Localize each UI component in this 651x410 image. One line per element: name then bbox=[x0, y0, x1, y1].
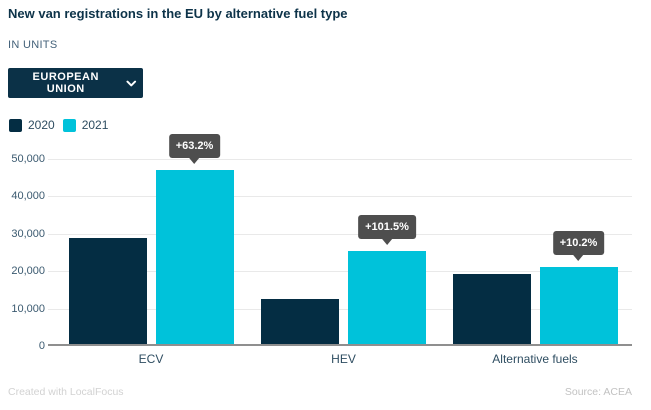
x-axis-baseline bbox=[48, 344, 632, 346]
legend-label: 2020 bbox=[28, 118, 55, 132]
x-axis-category-label: HEV bbox=[331, 352, 356, 366]
region-dropdown-label: EUROPEAN UNION bbox=[32, 71, 99, 95]
gridline bbox=[48, 234, 632, 235]
bar-2020-ecv[interactable] bbox=[68, 238, 147, 346]
bar-2020-hev[interactable] bbox=[261, 298, 339, 346]
chart-title: New van registrations in the EU by alter… bbox=[8, 6, 348, 21]
credit-text: Created with LocalFocus bbox=[8, 386, 124, 398]
bar-2020-alternative-fuels[interactable] bbox=[452, 274, 531, 346]
gridline bbox=[48, 196, 632, 197]
bar-2021-alternative-fuels[interactable] bbox=[539, 266, 618, 346]
legend-swatch-2020 bbox=[9, 118, 22, 132]
bar-2021-ecv[interactable] bbox=[155, 170, 234, 346]
chart-subtitle: IN UNITS bbox=[8, 39, 58, 51]
x-axis-category-label: Alternative fuels bbox=[492, 352, 578, 366]
y-axis-tick-label: 30,000 bbox=[11, 227, 45, 240]
y-axis-tick-label: 50,000 bbox=[11, 153, 45, 165]
legend-item-2021: 2021 bbox=[62, 118, 109, 132]
legend-swatch-2021 bbox=[62, 118, 76, 132]
percent-change-tooltip: +10.2% bbox=[552, 230, 605, 255]
chevron-down-icon bbox=[126, 80, 137, 86]
source-text: Source: ACEA bbox=[564, 386, 632, 398]
gridline bbox=[48, 309, 632, 310]
gridline bbox=[48, 271, 632, 272]
gridline bbox=[48, 159, 632, 160]
legend-label: 2021 bbox=[81, 118, 109, 132]
region-dropdown[interactable]: EUROPEAN UNION bbox=[8, 68, 143, 98]
chart-legend: 2020 2021 bbox=[9, 118, 108, 132]
y-axis-tick-label: 20,000 bbox=[11, 265, 45, 278]
legend-item-2020: 2020 bbox=[9, 118, 55, 132]
y-axis-tick-label: 40,000 bbox=[11, 190, 45, 203]
percent-change-tooltip: +63.2% bbox=[168, 134, 221, 159]
percent-change-tooltip: +101.5% bbox=[358, 215, 416, 239]
bar-2021-hev[interactable] bbox=[348, 251, 426, 346]
y-axis-tick-label: 10,000 bbox=[11, 302, 45, 315]
x-axis-category-label: ECV bbox=[138, 352, 164, 366]
y-axis-tick-label: 0 bbox=[38, 340, 45, 352]
